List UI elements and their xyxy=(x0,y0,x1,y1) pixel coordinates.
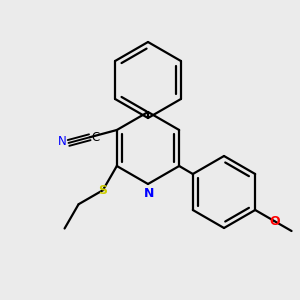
Text: S: S xyxy=(98,184,107,197)
Text: N: N xyxy=(144,187,154,200)
Text: O: O xyxy=(269,214,280,227)
Text: N: N xyxy=(58,135,67,148)
Text: C: C xyxy=(92,131,100,144)
